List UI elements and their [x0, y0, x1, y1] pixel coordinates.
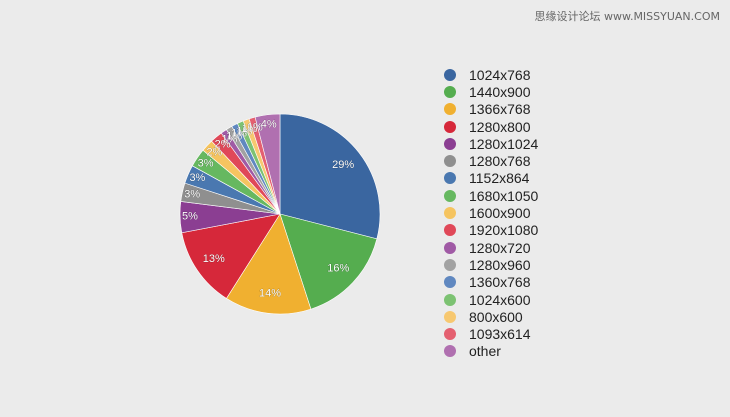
legend-label: 1360x768 — [469, 274, 531, 291]
slice-label-1440x900: 16% — [327, 263, 349, 275]
legend-label: 1024x768 — [469, 66, 531, 83]
pie-slice-1366x768 — [226, 213, 312, 315]
slice-label-1280x768: 3% — [184, 188, 200, 200]
legend-label: other — [469, 343, 501, 360]
legend-swatch — [444, 293, 456, 306]
legend-swatch — [444, 224, 456, 237]
legend-item-other: other — [444, 343, 538, 360]
slice-label-1024x600: 1% — [236, 125, 252, 137]
legend-swatch — [444, 68, 456, 81]
legend-item-1366x768: 1366x768 — [444, 101, 538, 118]
legend-swatch — [444, 137, 456, 150]
legend-label: 1024x600 — [469, 291, 531, 308]
legend-label: 1440x900 — [469, 83, 531, 100]
legend-label: 1280x960 — [469, 256, 531, 273]
slice-label-1280x960: 1% — [226, 130, 242, 142]
legend-item-1440x900: 1440x900 — [444, 83, 538, 100]
legend-item-1600x900: 1600x900 — [444, 204, 538, 221]
legend-swatch — [444, 258, 456, 271]
legend-swatch — [444, 155, 456, 168]
watermark: 思缘设计论坛 www.MISSYUAN.COM — [534, 10, 720, 23]
legend-label: 1680x1050 — [469, 187, 539, 204]
legend-item-1280x800: 1280x800 — [444, 118, 538, 135]
pie-slice-1024x768 — [279, 113, 381, 240]
slice-label-1093x614: 1% — [247, 122, 263, 134]
pie-labels: 29%16%14%13%5%3%3%3%2%2%1%1%1%1%1%1%4% — [182, 118, 355, 299]
pie-slice-1440x900 — [279, 213, 378, 310]
slice-label-1680x1050: 3% — [198, 157, 214, 169]
legend-label: 1280x720 — [469, 239, 531, 256]
slice-label-1280x1024: 5% — [182, 211, 198, 223]
slice-label-1024x768: 29% — [332, 159, 354, 171]
legend-item-1093x614: 1093x614 — [444, 325, 538, 342]
pie-slice-1280x800 — [181, 213, 281, 299]
legend-item-1024x768: 1024x768 — [444, 66, 538, 83]
legend-label: 1280x768 — [469, 153, 531, 170]
legend-item-800x600: 800x600 — [444, 308, 538, 325]
legend-label: 800x600 — [469, 308, 523, 325]
legend-swatch — [444, 85, 456, 98]
legend-swatch — [444, 276, 456, 289]
legend-swatch — [444, 241, 456, 254]
slice-label-1280x720: 1% — [221, 134, 237, 146]
pie-slice-other — [254, 113, 281, 215]
legend-label: 1152x864 — [469, 170, 530, 187]
legend-swatch — [444, 189, 456, 202]
slice-label-1366x768: 14% — [259, 287, 281, 299]
legend-label: 1280x1024 — [469, 135, 539, 152]
slice-label-other: 4% — [261, 119, 277, 131]
legend-item-1152x864: 1152x864 — [444, 170, 538, 187]
legend-item-1024x600: 1024x600 — [444, 291, 538, 308]
legend-swatch — [444, 310, 456, 323]
slice-label-1920x1080: 2% — [215, 139, 231, 151]
legend-swatch — [444, 207, 456, 220]
legend-label: 1600x900 — [469, 205, 531, 222]
legend-item-1360x768: 1360x768 — [444, 274, 538, 291]
legend-swatch — [444, 103, 456, 116]
legend-item-1680x1050: 1680x1050 — [444, 187, 538, 204]
legend-item-1280x768: 1280x768 — [444, 152, 538, 169]
slice-label-1280x800: 13% — [203, 253, 225, 265]
legend-label: 1366x768 — [469, 101, 531, 118]
legend-item-1280x720: 1280x720 — [444, 239, 538, 256]
legend-label: 1280x800 — [469, 118, 531, 135]
legend-item-1280x1024: 1280x1024 — [444, 135, 538, 152]
slice-label-1360x768: 1% — [231, 128, 247, 140]
legend-item-1280x960: 1280x960 — [444, 256, 538, 273]
legend-swatch — [444, 328, 456, 341]
slice-label-1152x864: 3% — [189, 172, 205, 184]
slice-label-1600x900: 2% — [206, 146, 222, 158]
legend-swatch — [444, 345, 456, 358]
legend-label: 1093x614 — [469, 326, 531, 343]
pie-slices — [179, 113, 381, 315]
legend-swatch — [444, 172, 456, 185]
legend-label: 1920x1080 — [469, 222, 539, 239]
legend-item-1920x1080: 1920x1080 — [444, 222, 538, 239]
legend-swatch — [444, 120, 456, 133]
chart-legend: 1024x768 1440x900 1366x768 1280x800 1280x102… — [444, 66, 538, 360]
slice-label-800x600: 1% — [242, 123, 258, 135]
